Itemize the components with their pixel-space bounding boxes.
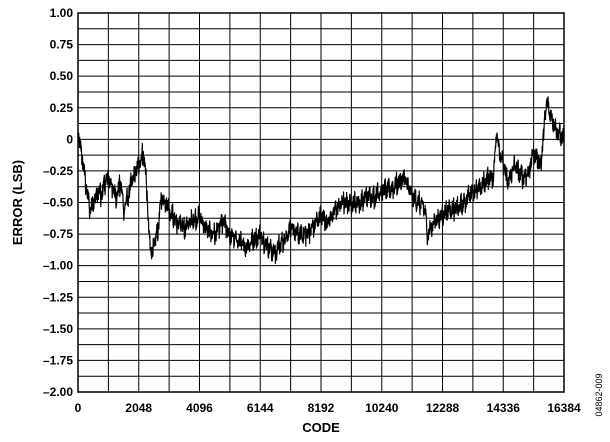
plot-frame [77, 12, 565, 393]
x-tick-label: 8192 [308, 401, 335, 415]
y-tick-label: –2.00 [43, 385, 73, 399]
grid [78, 13, 564, 392]
x-tick-label: 16384 [547, 401, 581, 415]
y-axis-title: ERROR (LSB) [10, 160, 25, 245]
y-tick-label: –0.50 [43, 196, 73, 210]
x-tick-label: 4096 [186, 401, 213, 415]
figure-id: 04862-009 [594, 373, 604, 416]
y-tick-label: –0.75 [43, 227, 73, 241]
x-tick-labels: 0 2048 4096 6144 8192 10240 12288 14336 16384 [75, 401, 581, 415]
y-tick-label: –0.25 [43, 164, 73, 178]
x-tick-label: 2048 [125, 401, 152, 415]
y-tick-labels: 1.00 0.75 0.50 0.25 0 –0.25 –0.50 –0.75 –1.00 –1.… [43, 6, 73, 399]
y-tick-label: 0 [66, 132, 73, 146]
y-tick-label: –1.75 [43, 353, 73, 367]
x-tick-label: 0 [75, 401, 82, 415]
y-tick-label: 0.25 [50, 101, 74, 115]
y-tick-label: –1.25 [43, 290, 73, 304]
y-tick-label: 0.75 [50, 38, 74, 52]
y-tick-label: –1.00 [43, 259, 73, 273]
inl-series-line [77, 96, 565, 264]
x-tick-label: 10240 [365, 401, 399, 415]
x-tick-label: 12288 [426, 401, 460, 415]
x-tick-label: 6144 [247, 401, 274, 415]
y-tick-label: –1.50 [43, 322, 73, 336]
series-layer [77, 96, 565, 264]
y-tick-label: 1.00 [50, 6, 74, 20]
y-tick-label: 0.50 [50, 69, 74, 83]
x-tick-label: 14336 [487, 401, 521, 415]
x-axis-title: CODE [302, 420, 340, 435]
